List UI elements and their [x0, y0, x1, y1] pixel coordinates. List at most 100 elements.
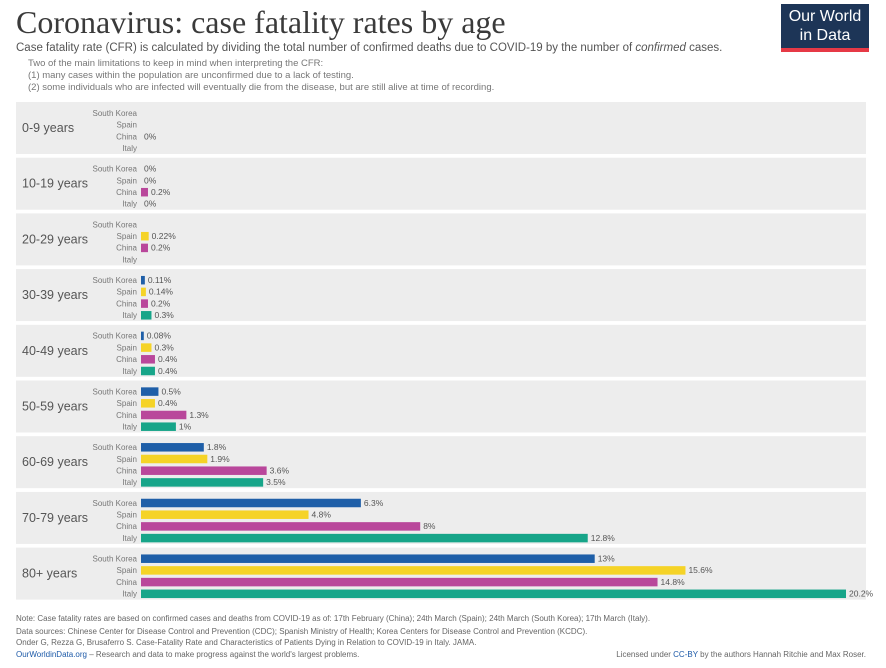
bar	[141, 399, 155, 408]
country-label: Italy	[122, 367, 137, 376]
limitations-notes: Two of the main limitations to keep in m…	[28, 58, 494, 94]
bar	[141, 299, 148, 308]
bar	[141, 410, 187, 420]
footer-sources: Data sources: Chinese Center for Disease…	[16, 627, 588, 636]
country-label: Italy	[122, 200, 137, 209]
age-group-label: 30-39 years	[22, 288, 88, 302]
license-prefix: Licensed under	[616, 650, 674, 659]
bar	[141, 478, 264, 487]
country-label: Italy	[122, 144, 137, 153]
bar	[141, 422, 176, 431]
value-label: 0.4%	[158, 366, 178, 376]
country-label: South Korea	[93, 109, 138, 118]
country-label: Italy	[122, 534, 137, 543]
country-label: South Korea	[93, 220, 138, 229]
bar	[141, 287, 146, 297]
country-label: Italy	[122, 478, 137, 487]
value-label: 12.8%	[591, 533, 616, 543]
note-line: (1) many cases within the population are…	[28, 70, 354, 81]
value-label: 0.4%	[158, 354, 178, 364]
country-label: China	[116, 578, 137, 587]
logo-line: in Data	[799, 27, 851, 44]
group-panel	[16, 102, 866, 154]
country-label: Spain	[117, 121, 137, 130]
value-label: 0.4%	[158, 398, 178, 408]
country-label: Spain	[117, 566, 137, 575]
country-label: China	[116, 355, 137, 364]
value-label: 0%	[144, 131, 157, 141]
value-label: 0.11%	[148, 275, 172, 285]
value-label: 0.22%	[152, 231, 177, 241]
bar	[141, 510, 309, 519]
country-label: China	[116, 299, 137, 308]
chart-title: Coronavirus: case fatality rates by age	[16, 4, 506, 40]
value-label: 1%	[179, 421, 192, 431]
bar	[141, 522, 421, 531]
country-label: South Korea	[93, 554, 138, 563]
country-label: Spain	[117, 399, 137, 408]
country-label: China	[116, 188, 137, 197]
country-label: South Korea	[93, 165, 138, 174]
country-label: South Korea	[93, 387, 138, 396]
note-line: (2) some individuals who are infected wi…	[28, 82, 495, 93]
country-label: Spain	[117, 455, 137, 464]
value-label: 0.08%	[147, 331, 172, 341]
bar	[141, 275, 145, 285]
age-group-label: 0-9 years	[22, 121, 74, 135]
value-label: 1.3%	[189, 410, 209, 420]
country-label: South Korea	[93, 443, 138, 452]
footer-owid: OurWorldinData.org – Research and data t…	[16, 650, 359, 659]
age-group-label: 80+ years	[22, 567, 77, 581]
bar	[141, 331, 144, 341]
age-group-label: 40-49 years	[22, 344, 88, 358]
value-label: 0.3%	[154, 342, 174, 352]
license-link[interactable]: CC-BY	[673, 650, 698, 659]
bar	[141, 366, 155, 376]
bar	[141, 589, 846, 599]
bar	[141, 566, 686, 575]
value-label: 0%	[144, 199, 157, 209]
note-line: Two of the main limitations to keep in m…	[28, 58, 324, 69]
bar	[141, 311, 152, 320]
value-label: 0.3%	[154, 310, 174, 320]
country-label: China	[116, 466, 137, 475]
logo-line: Our World	[788, 8, 862, 25]
footer-note: Note: Case fatality rates are based on c…	[16, 614, 651, 623]
bar	[141, 533, 588, 543]
country-label: Italy	[122, 422, 137, 431]
country-label: Italy	[122, 311, 137, 320]
bar	[141, 231, 149, 241]
subtitle-emphasis: confirmed	[635, 42, 686, 54]
bar	[141, 454, 208, 464]
bar	[141, 387, 159, 396]
value-label: 1.8%	[207, 442, 227, 452]
country-label: South Korea	[93, 332, 138, 341]
bar	[141, 554, 595, 563]
value-label: 3.6%	[270, 465, 290, 475]
country-label: South Korea	[93, 276, 138, 285]
value-label: 20.2%	[849, 589, 874, 599]
subtitle-text-end: cases.	[685, 42, 723, 54]
group-panel	[16, 213, 866, 266]
country-label: Spain	[117, 510, 137, 519]
footer-citation: Onder G, Rezza G, Brusaferro S. Case-Fat…	[16, 638, 477, 647]
value-label: 14.8%	[661, 577, 686, 587]
value-label: 0.2%	[151, 187, 171, 197]
country-label: China	[116, 522, 137, 531]
chart-subtitle: Case fatality rate (CFR) is calculated b…	[16, 42, 722, 54]
owid-logo[interactable]: Our World in Data	[781, 4, 869, 52]
bar	[141, 243, 148, 253]
country-label: Spain	[117, 176, 137, 185]
value-label: 0.5%	[161, 386, 181, 396]
value-label: 0%	[144, 164, 157, 174]
group-panel	[16, 157, 866, 210]
bar	[141, 343, 152, 352]
country-label: Spain	[117, 232, 137, 241]
bar	[141, 355, 155, 364]
bar	[141, 187, 148, 197]
owid-link[interactable]: OurWorldinData.org	[16, 650, 87, 659]
bar	[141, 577, 658, 587]
country-label: China	[116, 132, 137, 141]
footer-license: Licensed under CC-BY by the authors Hann…	[616, 650, 866, 659]
